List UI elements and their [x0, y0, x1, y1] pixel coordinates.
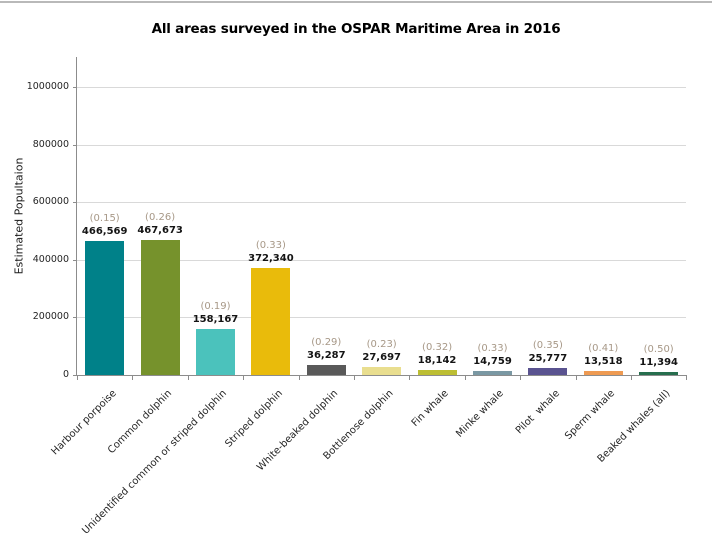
gridline [77, 144, 687, 146]
bar [528, 367, 568, 375]
y-tick-label: 0 [62, 369, 69, 380]
chart-title: All areas surveyed in the OSPAR Maritime… [151, 21, 561, 37]
y-tick-mark [73, 259, 77, 261]
y-tick-mark [73, 317, 77, 319]
bar-value-label: 467,673 [137, 225, 183, 237]
y-tick-mark [73, 87, 77, 88]
y-tick-label: 1000000 [26, 81, 69, 92]
bar-cv-label: (0.41) [588, 343, 619, 355]
x-axis-line [76, 375, 687, 376]
x-tick-mark [243, 375, 245, 380]
gridline [77, 259, 687, 261]
x-tick-mark [132, 375, 134, 380]
x-tick-label-text: Pilot whale [513, 388, 562, 437]
x-tick-label-text: Sperm whale [563, 388, 618, 442]
y-tick-mark [73, 375, 77, 376]
y-tick-label: 200000 [32, 311, 69, 323]
bar-value-label: 13,518 [584, 356, 623, 368]
x-tick-mark [575, 375, 577, 380]
x-tick-mark [409, 375, 411, 380]
x-tick-label-text: Striped dolphin [222, 388, 285, 450]
x-tick-label-text: Fin whale [409, 388, 451, 429]
x-tick-mark [298, 375, 300, 380]
window-top-edge [0, 1, 712, 3]
bar [306, 364, 346, 375]
bar-cv-label: (0.23) [366, 339, 397, 351]
y-tick-label: 600000 [32, 196, 69, 208]
y-tick-label: 800000 [32, 138, 69, 150]
bar-cv-label: (0.15) [89, 212, 120, 224]
y-tick-label: 400000 [32, 253, 69, 265]
bar-cv-label: (0.33) [477, 342, 508, 354]
x-tick-mark [631, 375, 632, 380]
x-tick-mark [520, 375, 522, 380]
bar-cv-label: (0.50) [643, 343, 674, 355]
x-tick-mark [354, 375, 355, 380]
x-tick-mark [77, 375, 78, 380]
bar-value-label: 27,697 [362, 352, 401, 364]
bar-cv-label: (0.33) [255, 239, 286, 251]
bar [583, 371, 623, 375]
gridline [77, 202, 687, 204]
bar-value-label: 11,394 [639, 356, 678, 368]
bar [639, 371, 679, 375]
x-tick-mark [686, 375, 688, 380]
bar-value-label: 18,142 [417, 354, 457, 366]
bar-value-label: 14,759 [473, 355, 512, 367]
bar [473, 370, 512, 375]
bar-cv-label: (0.32) [422, 341, 453, 353]
bar-cv-label: (0.29) [311, 336, 342, 348]
gridline [77, 317, 687, 319]
bar [196, 329, 235, 375]
bar-cv-label: (0.19) [200, 301, 231, 313]
bar [140, 240, 180, 375]
bar [85, 240, 125, 375]
bar-value-label: 466,569 [81, 225, 128, 237]
x-tick-label-text: Minke whale [454, 388, 507, 440]
bar-value-label: 25,777 [528, 352, 568, 364]
bar-cv-label: (0.26) [145, 212, 176, 224]
y-tick-mark [73, 202, 77, 204]
bar-value-label: 36,287 [307, 349, 346, 361]
bar [362, 367, 402, 375]
bar [417, 369, 457, 375]
bar-value-label: 372,340 [248, 252, 294, 264]
bar [251, 267, 291, 375]
x-tick-mark [187, 375, 189, 380]
bar-cv-label: (0.35) [532, 339, 563, 351]
gridline [77, 87, 687, 88]
y-axis-line [76, 57, 77, 376]
bar-value-label: 158,167 [192, 314, 239, 326]
y-tick-mark [73, 144, 77, 146]
x-tick-mark [464, 375, 466, 380]
